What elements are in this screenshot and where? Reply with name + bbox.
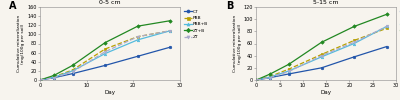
ZT: [268, 77, 273, 78]
PBB: [268, 76, 273, 77]
CT: [135, 56, 140, 57]
ZT: [254, 79, 259, 81]
ZT+B: [52, 75, 56, 76]
X-axis label: Day: Day: [104, 90, 115, 95]
ZT+B: [70, 65, 75, 66]
Y-axis label: Cumulative mineralization
(mg/100g per soil): Cumulative mineralization (mg/100g per s…: [17, 15, 25, 72]
PBB: [38, 79, 42, 81]
CT: [52, 77, 56, 78]
Legend: CT, PBB, PBB+B, ZT+B, ZT: CT, PBB, PBB+B, ZT+B, ZT: [183, 9, 209, 40]
PBB+B: [70, 70, 75, 72]
PBB: [254, 79, 259, 81]
PBB+B: [38, 79, 42, 81]
ZT+B: [168, 20, 173, 21]
PBB: [103, 48, 108, 50]
ZT: [168, 30, 173, 31]
PBB+B: [135, 39, 140, 40]
PBB: [70, 69, 75, 71]
Text: A: A: [9, 1, 17, 11]
Line: ZT+B: ZT+B: [39, 19, 172, 81]
ZT+B: [319, 42, 324, 43]
Y-axis label: Cumulative mineralization
(mg/100g per soil): Cumulative mineralization (mg/100g per s…: [233, 15, 242, 72]
Line: ZT: ZT: [39, 30, 172, 81]
Line: ZT: ZT: [255, 25, 388, 81]
CT: [254, 79, 259, 81]
ZT: [38, 79, 42, 81]
ZT+B: [103, 42, 108, 43]
PBB+B: [286, 70, 291, 72]
CT: [319, 67, 324, 68]
ZT: [384, 26, 389, 27]
ZT: [103, 51, 108, 52]
PBB+B: [168, 30, 173, 31]
PBB: [52, 76, 56, 77]
PBB+B: [103, 53, 108, 54]
PBB: [135, 36, 140, 37]
PBB+B: [319, 56, 324, 58]
Line: CT: CT: [255, 45, 388, 81]
ZT+B: [135, 26, 140, 27]
PBB+B: [384, 26, 389, 27]
PBB+B: [268, 76, 273, 78]
Line: PBB: PBB: [255, 27, 388, 81]
ZT+B: [38, 79, 42, 81]
PBB: [319, 54, 324, 55]
PBB+B: [52, 77, 56, 78]
CT: [103, 65, 108, 66]
PBB: [168, 30, 173, 31]
Line: PBB: PBB: [39, 30, 172, 81]
CT: [70, 73, 75, 74]
PBB+B: [254, 79, 259, 81]
CT: [352, 56, 356, 58]
CT: [38, 79, 42, 81]
PBB: [384, 28, 389, 29]
Line: ZT+B: ZT+B: [255, 13, 388, 81]
PBB: [286, 68, 291, 70]
PBB: [352, 40, 356, 41]
ZT: [319, 55, 324, 56]
Line: CT: CT: [39, 46, 172, 81]
CT: [286, 73, 291, 74]
Title: 0-5 cm: 0-5 cm: [99, 0, 121, 5]
ZT: [352, 42, 356, 43]
CT: [384, 46, 389, 47]
ZT: [70, 71, 75, 72]
X-axis label: Day: Day: [321, 90, 332, 95]
Title: 5-15 cm: 5-15 cm: [314, 0, 339, 5]
CT: [268, 77, 273, 78]
ZT+B: [254, 79, 259, 81]
ZT+B: [268, 73, 273, 74]
ZT+B: [286, 64, 291, 65]
ZT+B: [352, 26, 356, 27]
PBB+B: [352, 43, 356, 44]
CT: [168, 46, 173, 48]
ZT: [52, 77, 56, 78]
Text: B: B: [226, 1, 233, 11]
Line: PBB+B: PBB+B: [39, 30, 172, 81]
ZT: [286, 71, 291, 72]
ZT: [135, 36, 140, 37]
ZT+B: [384, 14, 389, 15]
Line: PBB+B: PBB+B: [255, 25, 388, 81]
